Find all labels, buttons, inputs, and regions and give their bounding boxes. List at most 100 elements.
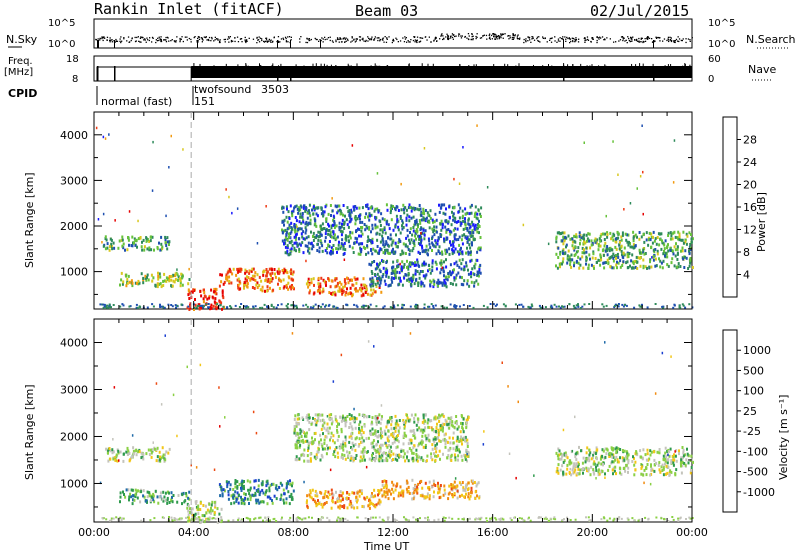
power-colorbar-frame <box>722 116 738 298</box>
power-cell <box>121 235 124 239</box>
velocity-cell <box>415 448 418 452</box>
power-cell <box>441 252 444 256</box>
power-cell <box>199 289 202 293</box>
nave-spike <box>507 64 509 68</box>
power-cell <box>436 281 439 285</box>
power-cell <box>362 245 365 249</box>
power-cell <box>384 249 386 252</box>
nsky-point <box>562 36 564 38</box>
velocity-cell <box>171 500 174 504</box>
power-cell <box>592 252 595 256</box>
power-cell <box>344 281 347 285</box>
velocity-cell <box>437 481 439 485</box>
velocity-cell <box>438 416 441 420</box>
velocity-cell <box>374 433 377 437</box>
power-cell <box>405 208 408 212</box>
power-cell <box>168 243 170 246</box>
nave-spike <box>427 63 429 67</box>
power-cell <box>333 220 336 223</box>
velocity-cell <box>298 445 301 449</box>
power-cell <box>582 266 585 270</box>
velocity-cell <box>427 433 430 437</box>
nsky-point <box>489 36 491 38</box>
velocity-cell <box>420 442 423 446</box>
power-cell <box>272 288 275 292</box>
power-cell <box>450 223 453 227</box>
velocity-cell <box>456 496 459 500</box>
power-cell <box>188 297 191 300</box>
power-cell <box>179 284 182 288</box>
velocity-cell <box>439 426 442 430</box>
power-cell <box>468 212 471 216</box>
velocity-cell <box>303 431 305 435</box>
power-cell <box>418 276 421 280</box>
power-cell <box>282 210 285 214</box>
velocity-cell <box>253 479 256 483</box>
velocity-cell <box>119 491 122 495</box>
power-cell <box>418 204 421 207</box>
nsky-point <box>120 36 122 38</box>
power-cell <box>337 289 340 293</box>
power-cell <box>418 272 421 276</box>
power-cell <box>412 215 415 219</box>
power-cell <box>468 238 471 242</box>
nsky-point <box>280 38 283 40</box>
power-ground-cell <box>389 306 392 309</box>
power-ground-cell <box>617 305 620 308</box>
power-cell <box>370 213 373 217</box>
power-ground-cell <box>574 306 577 309</box>
power-cell <box>290 247 293 251</box>
power-cell <box>299 215 302 219</box>
power-cell <box>312 239 315 242</box>
velocity-cell <box>348 503 351 507</box>
nsky-point <box>691 37 693 39</box>
velocity-cell <box>234 481 237 485</box>
power-cell <box>293 228 296 232</box>
power-cell <box>673 245 676 249</box>
power-cell <box>295 241 298 245</box>
nsky-point <box>239 38 242 40</box>
power-cell <box>342 289 345 293</box>
velocity-cell <box>291 496 294 500</box>
power-cell <box>660 247 663 251</box>
velocity-cell <box>326 422 329 426</box>
power-ground-cell <box>562 305 565 308</box>
velocity-cell <box>388 489 391 493</box>
velocity-cell <box>436 442 438 446</box>
power-ground-cell <box>187 305 190 308</box>
power-noise-cell <box>577 250 579 253</box>
power-ground-cell <box>577 304 580 307</box>
velocity-cell <box>157 459 160 463</box>
power-cell <box>186 306 189 310</box>
velocity-cell <box>234 479 237 482</box>
velocity-cell <box>325 494 328 498</box>
nave-spike <box>432 63 434 67</box>
power-cell <box>585 246 588 250</box>
power-cell <box>464 227 467 230</box>
power-cell <box>158 272 161 276</box>
velocity-cell <box>236 480 239 484</box>
velocity-cell <box>159 455 161 459</box>
nsky-point <box>516 38 519 40</box>
power-cell <box>328 240 331 243</box>
nsky-point <box>486 38 488 40</box>
nsky-point <box>468 35 470 37</box>
velocity-cell <box>361 450 364 454</box>
velocity-cell <box>203 514 206 518</box>
power-cell <box>645 238 648 242</box>
power-cell <box>676 247 679 251</box>
power-cell <box>684 249 687 253</box>
nsky-point <box>536 38 538 40</box>
nsky-point <box>197 40 199 42</box>
nsky-point <box>336 37 339 39</box>
velocity-cell <box>426 492 429 496</box>
power-cell <box>284 269 287 273</box>
velocity-cell <box>461 481 464 484</box>
power-cell <box>142 238 145 242</box>
power-cell <box>676 258 679 261</box>
nsky-point <box>391 41 393 44</box>
power-cell <box>627 233 630 237</box>
power-cell <box>309 289 311 293</box>
velocity-cell <box>150 451 153 455</box>
power-cell <box>439 235 442 238</box>
